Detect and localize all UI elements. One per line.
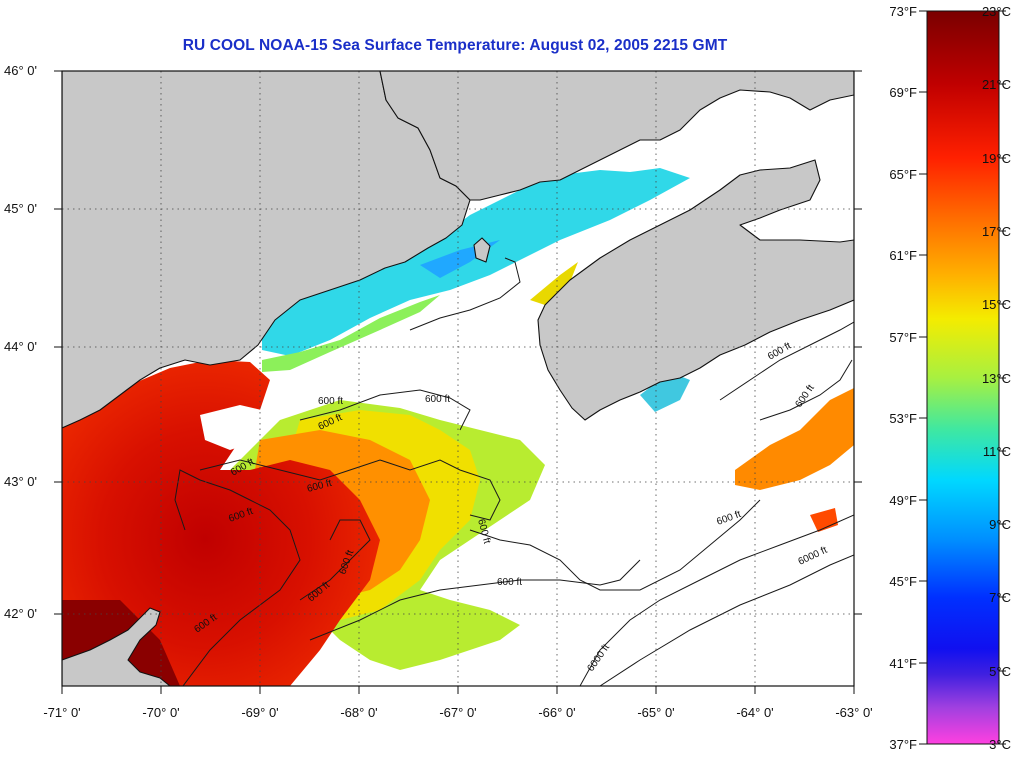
colorbar-f-label: 73°F xyxy=(889,4,917,19)
plot-area: 600 ft 600 ft 600 ft 600 ft 600 ft 600 f… xyxy=(62,71,854,686)
contour-label: 600 ft xyxy=(318,396,343,407)
lon-tick-label: -68° 0' xyxy=(340,705,377,720)
contour-6000ft-a xyxy=(579,514,854,686)
colorbar-f-label: 57°F xyxy=(889,330,917,345)
colorbar: 73°F 69°F 65°F 61°F 57°F 53°F 49°F 45°F … xyxy=(889,4,1011,752)
colorbar-f-label: 65°F xyxy=(889,167,917,182)
colorbar-f-label: 53°F xyxy=(889,411,917,426)
lat-tick-label: 43° 0' xyxy=(4,474,37,489)
lon-tick-label: -66° 0' xyxy=(538,705,575,720)
sst-coastal-cool xyxy=(262,168,690,356)
colorbar-f-label: 49°F xyxy=(889,493,917,508)
sst-annapolis xyxy=(530,262,578,305)
colorbar-f-label: 69°F xyxy=(889,85,917,100)
colorbar-c-label: 15°C xyxy=(982,297,1011,312)
colorbar-f-label: 61°F xyxy=(889,248,917,263)
colorbar-ramp xyxy=(926,10,1000,745)
bathymetry-contours xyxy=(174,257,854,686)
lat-tick-label: 44° 0' xyxy=(4,339,37,354)
longitude-axis: -71° 0' -70° 0' -69° 0' -68° 0' -67° 0' … xyxy=(43,705,872,720)
land-grand-manan xyxy=(473,237,491,263)
colorbar-f-label: 45°F xyxy=(889,574,917,589)
colorbar-f-label: 37°F xyxy=(889,737,917,752)
contour-600ft-g xyxy=(409,257,521,331)
lat-tick-label: 42° 0' xyxy=(4,606,37,621)
colorbar-c-label: 23°C xyxy=(982,4,1011,19)
latitude-axis: 46° 0' 45° 0' 44° 0' 43° 0' 42° 0' xyxy=(4,63,37,621)
lon-tick-label: -69° 0' xyxy=(241,705,278,720)
lat-tick-label: 45° 0' xyxy=(4,201,37,216)
colorbar-c-label: 3°C xyxy=(989,737,1011,752)
sst-east-orange xyxy=(735,388,854,490)
contour-600ft-e xyxy=(469,499,761,591)
colorbar-c-labels: 23°C 21°C 19°C 17°C 15°C 13°C 11°C 9°C 7… xyxy=(982,4,1011,752)
colorbar-c-label: 11°C xyxy=(983,444,1011,459)
sst-cloud-gap xyxy=(200,405,270,450)
colorbar-c-label: 5°C xyxy=(989,664,1011,679)
colorbar-f-label: 41°F xyxy=(889,656,917,671)
sst-east-red xyxy=(810,508,838,532)
land xyxy=(62,71,854,686)
sst-field xyxy=(62,72,854,686)
contour-600ft-b xyxy=(199,459,501,521)
colorbar-c-label: 7°C xyxy=(989,590,1011,605)
lon-tick-label: -71° 0' xyxy=(43,705,80,720)
contour-label: 600 ft xyxy=(425,394,450,405)
contour-600ft-f xyxy=(299,389,471,431)
contour-6000ft-b xyxy=(599,554,854,686)
land-new-brunswick xyxy=(379,71,854,201)
lon-tick-label: -70° 0' xyxy=(142,705,179,720)
colorbar-c-label: 19°C xyxy=(982,151,1011,166)
lon-tick-label: -65° 0' xyxy=(637,705,674,720)
lon-tick-label: -63° 0' xyxy=(835,705,872,720)
colorbar-ticks-c xyxy=(999,10,1006,745)
map-title: RU COOL NOAA-15 Sea Surface Temperature:… xyxy=(182,37,728,54)
colorbar-f-labels: 73°F 69°F 65°F 61°F 57°F 53°F 49°F 45°F … xyxy=(889,4,917,752)
contour-600ft-i xyxy=(759,359,853,421)
colorbar-ticks-f xyxy=(919,10,927,745)
contour-600ft-a xyxy=(174,469,301,686)
colorbar-c-label: 9°C xyxy=(989,517,1011,532)
colorbar-c-label: 21°C xyxy=(982,77,1011,92)
graticule xyxy=(62,71,854,686)
contour-600ft-c xyxy=(299,519,371,601)
sst-ns-coast xyxy=(640,372,690,412)
contour-label: 600 ft xyxy=(497,577,522,588)
sst-coastal-green xyxy=(262,295,440,372)
contour-600ft-d xyxy=(309,559,641,641)
lon-tick-label: -64° 0' xyxy=(736,705,773,720)
land-cape-cod xyxy=(62,607,171,686)
land-nova-scotia xyxy=(537,159,854,421)
contour-600ft-h xyxy=(719,321,854,401)
tick-marks xyxy=(54,70,862,694)
colorbar-c-label: 13°C xyxy=(982,371,1011,386)
lon-tick-label: -67° 0' xyxy=(439,705,476,720)
colorbar-c-label: 17°C xyxy=(982,224,1011,239)
sst-warm-core xyxy=(62,360,380,686)
lat-tick-label: 46° 0' xyxy=(4,63,37,78)
